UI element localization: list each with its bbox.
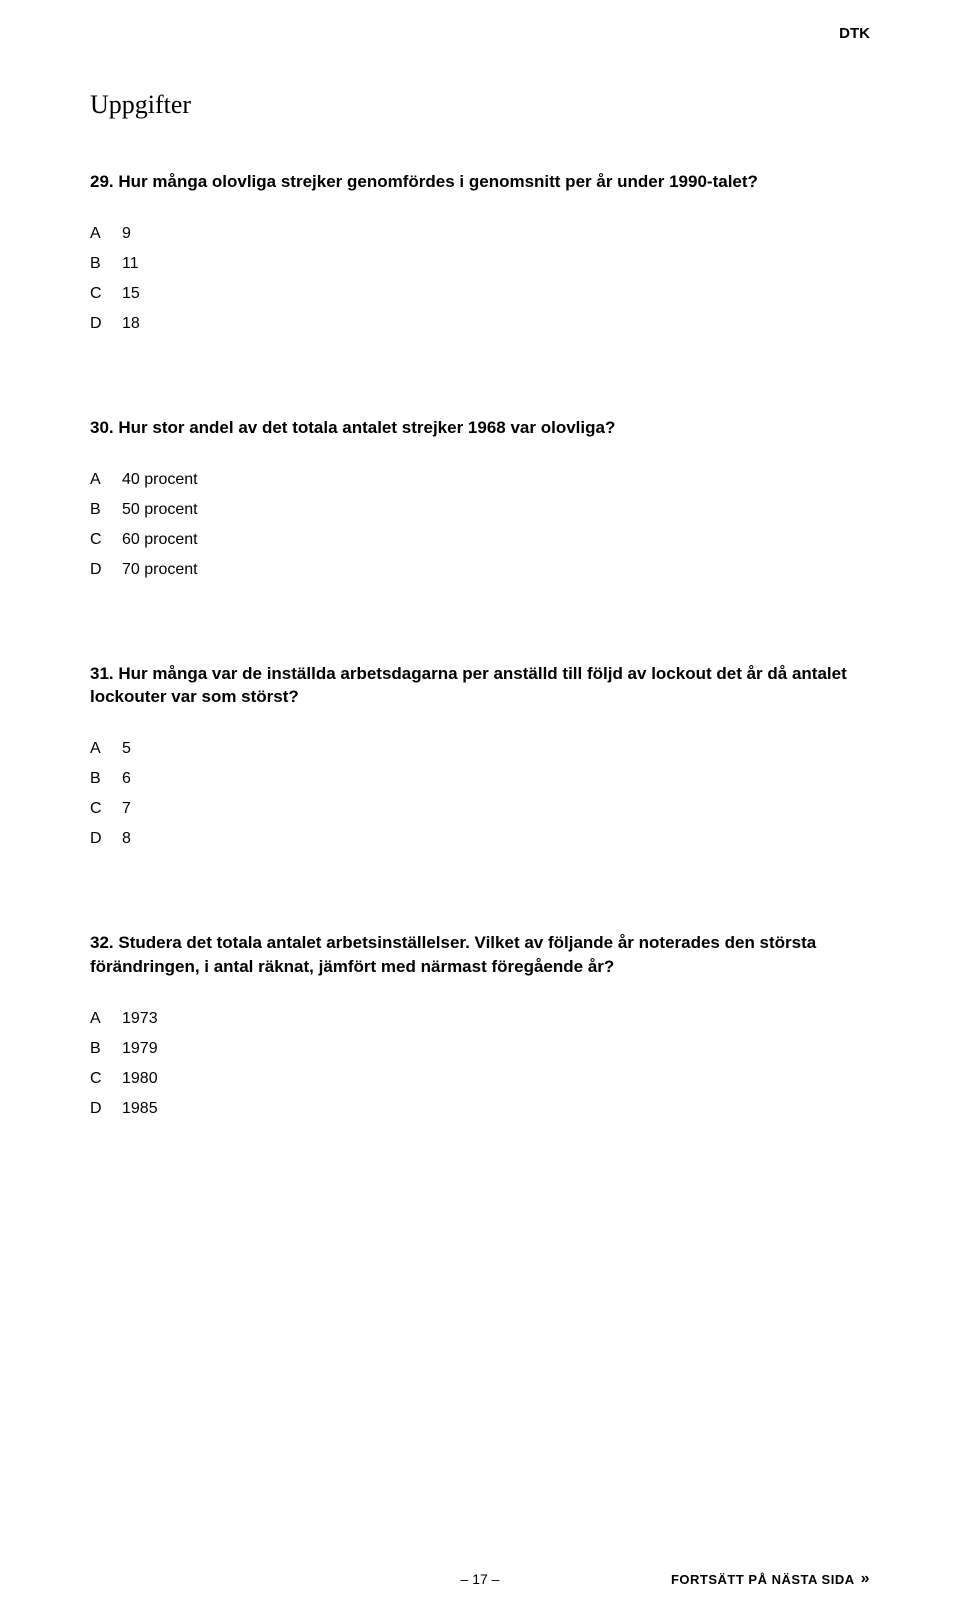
option-letter: A	[90, 222, 122, 246]
option-letter: D	[90, 1097, 122, 1121]
option-c: C 7	[90, 797, 870, 821]
option-c: C 15	[90, 282, 870, 306]
options-list: A 5 B 6 C 7 D 8	[90, 737, 870, 851]
option-c: C 1980	[90, 1067, 870, 1091]
page-number: – 17 –	[461, 1571, 500, 1587]
option-value: 7	[122, 797, 870, 821]
option-b: B 1979	[90, 1037, 870, 1061]
option-value: 50 procent	[122, 498, 870, 522]
option-value: 11	[122, 252, 870, 276]
options-list: A 1973 B 1979 C 1980 D 1985	[90, 1007, 870, 1121]
option-value: 60 procent	[122, 528, 870, 552]
option-letter: C	[90, 797, 122, 821]
section-label: DTK	[839, 25, 870, 42]
question-body: Studera det totala antalet arbetsinställ…	[90, 933, 816, 976]
option-c: C 60 procent	[90, 528, 870, 552]
question-30: 30. Hur stor andel av det totala antalet…	[90, 416, 870, 582]
option-a: A 5	[90, 737, 870, 761]
option-value: 5	[122, 737, 870, 761]
question-31: 31. Hur många var de inställda arbetsdag…	[90, 662, 870, 852]
option-letter: B	[90, 767, 122, 791]
option-letter: C	[90, 1067, 122, 1091]
options-list: A 40 procent B 50 procent C 60 procent D…	[90, 468, 870, 582]
option-d: D 18	[90, 312, 870, 336]
option-d: D 8	[90, 827, 870, 851]
question-32: 32. Studera det totala antalet arbetsins…	[90, 931, 870, 1121]
question-body: Hur stor andel av det totala antalet str…	[118, 418, 615, 437]
option-value: 6	[122, 767, 870, 791]
question-body: Hur många olovliga strejker genomfördes …	[118, 172, 758, 191]
question-body: Hur många var de inställda arbetsdagarna…	[90, 664, 847, 707]
option-b: B 50 procent	[90, 498, 870, 522]
option-letter: A	[90, 1007, 122, 1031]
question-number: 32.	[90, 933, 114, 952]
option-a: A 9	[90, 222, 870, 246]
question-number: 30.	[90, 418, 114, 437]
option-letter: A	[90, 468, 122, 492]
option-value: 1980	[122, 1067, 870, 1091]
page-footer: – 17 – FORTSÄTT PÅ NÄSTA SIDA »	[90, 1571, 870, 1587]
question-number: 29.	[90, 172, 114, 191]
arrow-right-icon: »	[861, 1571, 870, 1587]
option-value: 70 procent	[122, 558, 870, 582]
option-b: B 11	[90, 252, 870, 276]
question-text: 29. Hur många olovliga strejker genomför…	[90, 170, 870, 194]
option-letter: C	[90, 282, 122, 306]
next-page-text: FORTSÄTT PÅ NÄSTA SIDA	[671, 1572, 855, 1587]
options-list: A 9 B 11 C 15 D 18	[90, 222, 870, 336]
option-value: 1985	[122, 1097, 870, 1121]
question-text: 31. Hur många var de inställda arbetsdag…	[90, 662, 870, 710]
option-value: 8	[122, 827, 870, 851]
option-value: 40 procent	[122, 468, 870, 492]
question-text: 30. Hur stor andel av det totala antalet…	[90, 416, 870, 440]
option-b: B 6	[90, 767, 870, 791]
option-d: D 70 procent	[90, 558, 870, 582]
question-text: 32. Studera det totala antalet arbetsins…	[90, 931, 870, 979]
option-value: 15	[122, 282, 870, 306]
option-d: D 1985	[90, 1097, 870, 1121]
option-value: 9	[122, 222, 870, 246]
option-value: 18	[122, 312, 870, 336]
option-letter: B	[90, 498, 122, 522]
question-29: 29. Hur många olovliga strejker genomför…	[90, 170, 870, 336]
option-letter: D	[90, 558, 122, 582]
option-a: A 40 procent	[90, 468, 870, 492]
option-letter: C	[90, 528, 122, 552]
page-title: Uppgifter	[90, 90, 870, 120]
option-letter: B	[90, 252, 122, 276]
option-letter: D	[90, 312, 122, 336]
option-value: 1973	[122, 1007, 870, 1031]
option-letter: A	[90, 737, 122, 761]
option-letter: B	[90, 1037, 122, 1061]
next-page-hint: FORTSÄTT PÅ NÄSTA SIDA »	[671, 1571, 870, 1587]
option-letter: D	[90, 827, 122, 851]
option-a: A 1973	[90, 1007, 870, 1031]
question-number: 31.	[90, 664, 114, 683]
option-value: 1979	[122, 1037, 870, 1061]
